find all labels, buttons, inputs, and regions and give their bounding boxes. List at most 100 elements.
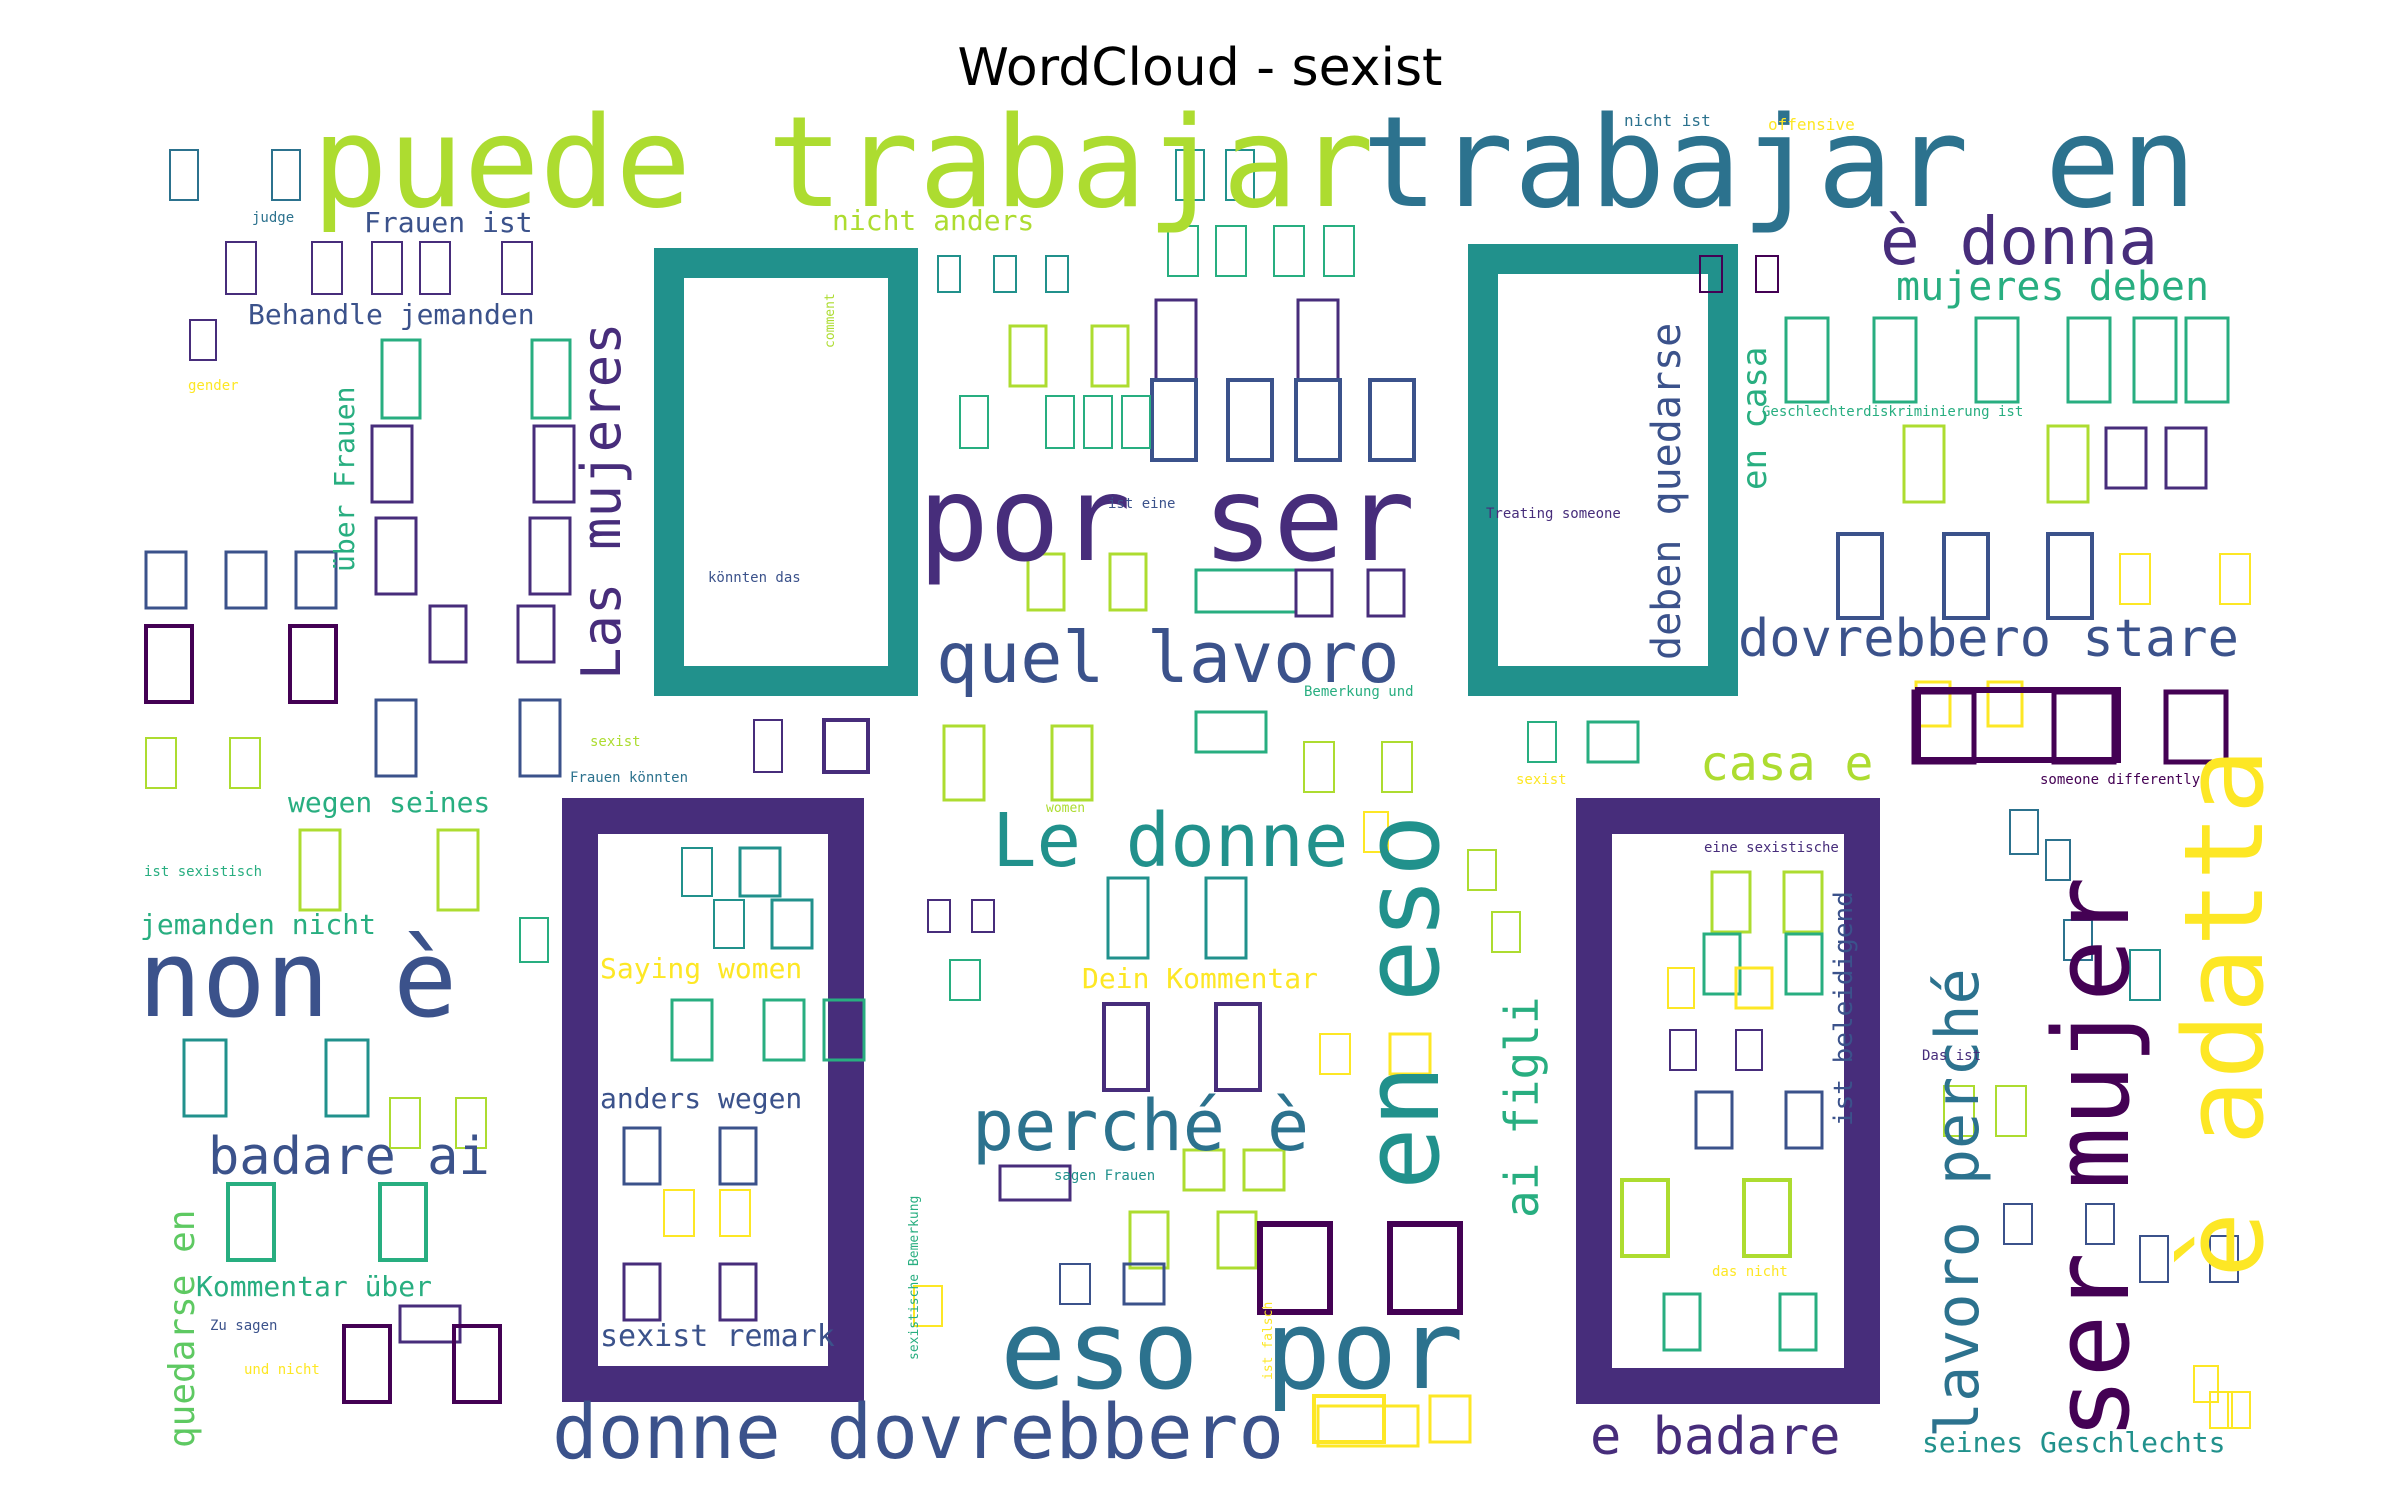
word: casa e [1700, 736, 1873, 792]
missing-glyph-box [1050, 724, 1094, 802]
missing-glyph-box [1216, 1210, 1258, 1270]
missing-glyph-box [436, 828, 480, 912]
missing-glyph-box [2085, 1203, 2115, 1245]
missing-glyph-box [993, 255, 1017, 293]
missing-glyph-box [719, 1189, 751, 1237]
missing-glyph-box [718, 1126, 758, 1186]
missing-glyph-box [1045, 395, 1075, 449]
missing-glyph-box [1008, 324, 1048, 388]
missing-glyph-box [1986, 680, 2024, 728]
missing-glyph-box [1662, 1292, 1702, 1352]
missing-glyph-box [370, 424, 414, 504]
missing-glyph-box [2009, 809, 2039, 855]
missing-glyph-box [226, 1182, 276, 1262]
missing-glyph-box [1942, 532, 1990, 620]
missing-glyph-box [2129, 949, 2161, 1001]
missing-glyph-box [1467, 849, 1497, 891]
word: non è [138, 918, 457, 1041]
missing-glyph-box [1226, 378, 1274, 462]
missing-glyph-box [2209, 1391, 2233, 1429]
missing-glyph-box [971, 899, 995, 933]
missing-glyph-box [738, 846, 782, 898]
missing-glyph-box [1428, 1394, 1472, 1444]
missing-glyph-box-large [1468, 244, 1738, 696]
missing-glyph-box [2193, 1365, 2219, 1403]
missing-glyph-box [225, 241, 257, 295]
missing-glyph-box [1491, 911, 1521, 953]
missing-glyph-box [2132, 316, 2178, 404]
missing-glyph-box [378, 1182, 428, 1262]
word: Zu sagen [210, 1318, 277, 1334]
missing-glyph-box [371, 241, 403, 295]
missing-glyph-box [1995, 1085, 2027, 1137]
word: comment [823, 293, 838, 348]
word: sexist remark [600, 1319, 835, 1354]
missing-glyph-box [1214, 1002, 1262, 1092]
missing-glyph-box [1735, 1029, 1763, 1071]
missing-glyph-box [1083, 395, 1113, 449]
missing-glyph-box [1363, 811, 1389, 853]
missing-glyph-box [670, 998, 714, 1062]
word: Le donne [992, 798, 1348, 884]
missing-glyph-box [2163, 689, 2229, 765]
missing-glyph-box [1122, 1262, 1166, 1306]
missing-glyph-box [294, 550, 338, 610]
word: quel lavoro [936, 617, 1400, 699]
missing-glyph-box [1319, 1033, 1351, 1075]
missing-glyph-box [822, 998, 866, 1062]
missing-glyph-box [1182, 1148, 1226, 1192]
missing-glyph-box [1784, 1090, 1824, 1150]
missing-glyph-box [1694, 1090, 1734, 1150]
missing-glyph-box [1911, 689, 1977, 765]
missing-glyph-box [1586, 720, 1640, 764]
missing-glyph-box [1128, 1210, 1170, 1270]
missing-glyph-box [1836, 532, 1884, 620]
missing-glyph-box [1294, 378, 1342, 462]
missing-glyph-box [2045, 839, 2071, 881]
word: könnten das [708, 570, 801, 586]
missing-glyph-box [2219, 553, 2251, 605]
missing-glyph-box [1784, 932, 1824, 996]
missing-glyph-box [1167, 225, 1199, 277]
word: und nicht [244, 1362, 320, 1378]
missing-glyph-box [2046, 532, 2094, 620]
word: sagen Frauen [1054, 1168, 1155, 1184]
missing-glyph-box [1784, 316, 1830, 404]
missing-glyph-box [1225, 149, 1255, 201]
word: über Frauen [328, 387, 361, 572]
missing-glyph-box [1388, 1032, 1432, 1076]
missing-glyph-box [2119, 553, 2151, 605]
missing-glyph-box [681, 847, 713, 897]
missing-glyph-box [1699, 255, 1723, 293]
missing-glyph-box [2139, 1235, 2169, 1283]
word: Bemerkung und [1304, 684, 1414, 700]
missing-glyph-box [342, 1324, 392, 1404]
missing-glyph-box [324, 1038, 370, 1118]
missing-glyph-box [998, 1164, 1072, 1202]
missing-glyph-box [1090, 324, 1130, 388]
missing-glyph-box [663, 1189, 695, 1237]
word: Geschlechterdiskriminierung ist [1762, 404, 2023, 420]
missing-glyph-box [516, 604, 556, 664]
word: è donna [1880, 203, 2158, 280]
word: ist falsch [1261, 1302, 1276, 1380]
missing-glyph-box [718, 1262, 758, 1322]
missing-glyph-box [762, 998, 806, 1062]
word: puede trabajar [312, 89, 1374, 236]
missing-glyph-box [2051, 689, 2117, 765]
missing-glyph-box [1902, 424, 1946, 504]
missing-glyph-box [1312, 1394, 1386, 1444]
missing-glyph-box [2209, 1235, 2239, 1283]
missing-glyph-box [1316, 1404, 1420, 1448]
word: Frauen ist [364, 206, 533, 239]
missing-glyph-box [1059, 1263, 1091, 1305]
word: jemanden nicht [140, 908, 376, 941]
word: das nicht [1712, 1264, 1788, 1280]
missing-glyph-box [519, 917, 549, 963]
missing-glyph-box [1294, 568, 1334, 618]
missing-glyph-box [927, 899, 951, 933]
missing-glyph-box [937, 255, 961, 293]
word: lavoro perché [1923, 968, 1993, 1438]
missing-glyph-box [1620, 1178, 1670, 1258]
missing-glyph-box [298, 828, 342, 912]
